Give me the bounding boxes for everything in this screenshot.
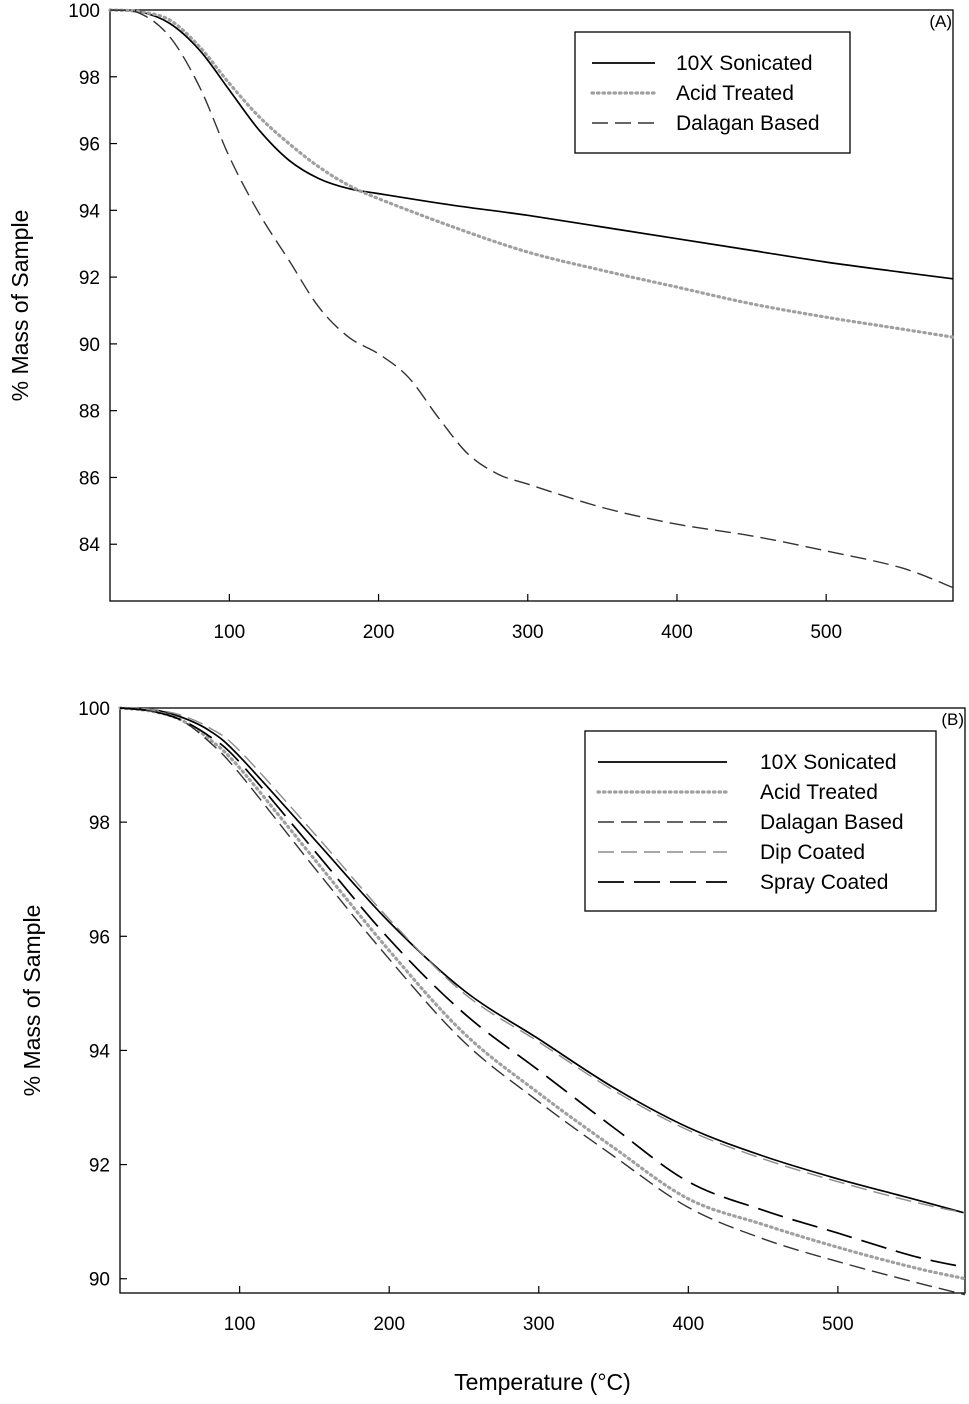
legend-entry-label: Acid Treated — [760, 781, 878, 804]
y-tick-label: 94 — [89, 1041, 111, 1062]
y-tick-label: 100 — [68, 1, 100, 22]
x-tick-label: 200 — [363, 622, 395, 643]
panel-a-plot-frame — [109, 9, 954, 602]
legend-entry-label: Spray Coated — [760, 871, 888, 894]
series-line-acid-treated — [118, 706, 967, 1281]
y-tick-label: 100 — [78, 699, 110, 720]
x-tick-label: 200 — [373, 1314, 405, 1335]
y-tick-label: 96 — [79, 135, 100, 156]
legend-entry-label: 10X Sonicated — [760, 751, 897, 774]
panel-b-legend: 10X Sonicated Acid Treated Dalagan Based Di… — [584, 730, 937, 912]
y-tick-label: 92 — [79, 268, 100, 289]
y-tick-label: 84 — [79, 535, 101, 556]
panel-a-y-axis-title: % Mass of Sample — [7, 210, 33, 402]
x-tick-label: 500 — [810, 622, 842, 643]
x-tick-label: 300 — [523, 1314, 555, 1335]
panel-a-label: (A) — [929, 12, 952, 31]
panel-b-series-lines — [118, 706, 967, 1296]
series-line-dip-coated — [119, 707, 966, 1214]
y-tick-label: 86 — [79, 468, 100, 489]
panel-a-legend: 10X Sonicated Acid Treated Dalagan Based — [574, 31, 851, 154]
series-line-10x-sonicated — [109, 9, 954, 280]
y-tick-label: 98 — [89, 813, 110, 834]
panel-b-plot-frame — [119, 707, 966, 1294]
y-tick-label: 98 — [79, 68, 100, 89]
y-tick-label: 90 — [79, 335, 100, 356]
x-tick-label: 100 — [224, 1314, 256, 1335]
legend-entry-label: Dip Coated — [760, 841, 865, 864]
x-tick-label: 500 — [822, 1314, 854, 1335]
legend-entry-label: Dalagan Based — [760, 811, 904, 834]
series-line-dalagan-based — [109, 9, 954, 589]
legend-box — [584, 730, 937, 912]
panel-a: (A) % Mass of Sample 100 200 300 400 500 84 86… — [7, 1, 955, 643]
y-tick-label: 90 — [89, 1270, 110, 1291]
panel-b-label: (B) — [941, 710, 964, 729]
series-line-dalagan-based — [119, 707, 966, 1296]
x-tick-label: 300 — [512, 622, 544, 643]
series-line-10x-sonicated — [119, 707, 966, 1214]
legend-entry-label: 10X Sonicated — [676, 52, 813, 75]
x-tick-label: 400 — [661, 622, 693, 643]
panel-a-axes: 100 200 300 400 500 84 86 88 90 92 94 96 98 100 — [68, 1, 842, 643]
panel-b-y-axis-title: % Mass of Sample — [19, 905, 45, 1097]
panel-b-x-axis-title: Temperature (°C) — [454, 1369, 631, 1395]
panel-b-axes: 100 200 300 400 500 90 92 94 96 98 100 — [78, 699, 853, 1335]
x-tick-label: 100 — [214, 622, 246, 643]
x-tick-label: 400 — [672, 1314, 704, 1335]
y-tick-label: 94 — [79, 201, 101, 222]
y-tick-label: 88 — [79, 402, 100, 423]
legend-entry-label: Dalagan Based — [676, 112, 820, 135]
panel-a-series-lines — [108, 8, 955, 589]
series-line-acid-treated — [108, 8, 955, 339]
panel-b: (B) % Mass of Sample Temperature (°C) 10… — [19, 699, 967, 1395]
y-tick-label: 92 — [89, 1156, 110, 1177]
y-tick-label: 96 — [89, 927, 110, 948]
legend-entry-label: Acid Treated — [676, 82, 794, 105]
series-line-spray-coated — [119, 707, 966, 1269]
